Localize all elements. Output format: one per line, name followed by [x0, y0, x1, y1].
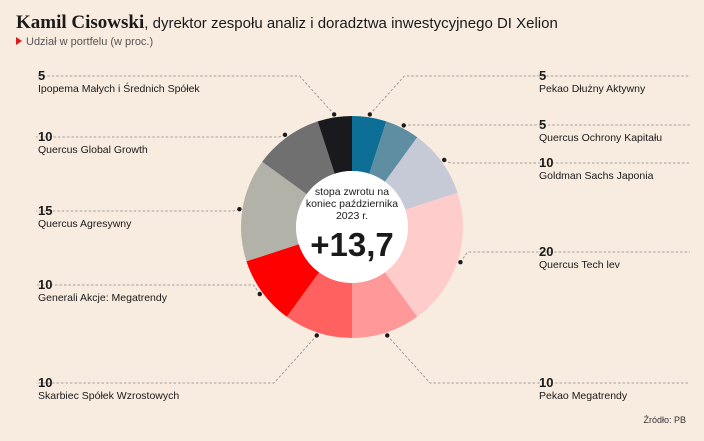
slice-name-label: Ipopema Małych i Średnich Spółek: [38, 83, 200, 95]
slice-label: 20 Quercus Tech lev: [539, 244, 620, 272]
leader-dot: [385, 333, 390, 338]
triangle-marker-icon: [16, 37, 22, 45]
donut-slice: [384, 192, 464, 317]
chart-header: Kamil Cisowski, dyrektor zespołu analiz …: [16, 12, 558, 48]
leader-dot: [367, 112, 373, 117]
slice-value-label: 10: [38, 277, 53, 292]
leader-line: [386, 335, 690, 384]
slice-label: 15 Quercus Agresywny: [38, 203, 131, 231]
donut-slice: [369, 121, 418, 182]
slice-name-label: Goldman Sachs Japonia: [539, 170, 654, 182]
slice-value-label: 15: [38, 203, 53, 218]
slice-value-label: 5: [539, 68, 547, 83]
slice-value-label: 20: [539, 244, 554, 259]
slice-name-label: Quercus Agresywny: [38, 218, 132, 230]
donut-slice: [352, 116, 387, 174]
leader-line: [444, 159, 690, 164]
donut-hole: [296, 171, 408, 283]
chart-subtitle: Udział w portfelu (w proc.): [16, 36, 558, 48]
slice-label: 10 Pekao Megatrendy: [539, 375, 627, 403]
slice-label: 10 Skarbiec Spółek Wzrostowych: [38, 375, 179, 403]
slice-name-label: Quercus Global Growth: [38, 144, 148, 156]
slice-value-label: 10: [38, 129, 53, 144]
leader-line: [36, 75, 335, 115]
slice-value-label: 10: [539, 155, 554, 170]
slice-name-label: Quercus Ochrony Kapitału: [539, 132, 663, 144]
slice-label: 10 Quercus Global Growth: [38, 129, 148, 157]
center-value: +13,7: [310, 226, 394, 263]
donut-slice: [241, 161, 307, 262]
slice-label: 10 Goldman Sachs Japonia: [539, 155, 653, 183]
donut-slice: [246, 244, 320, 317]
leader-dot: [331, 112, 337, 117]
leader-dot: [401, 123, 406, 128]
leader-line: [369, 75, 690, 115]
leader-dot: [458, 260, 463, 265]
donut-slice: [384, 137, 458, 210]
slice-label: 5 Pekao Dłużny Aktywny: [539, 68, 645, 96]
slice-name-label: Pekao Dłużny Aktywny: [539, 83, 646, 95]
slice-label: 5 Ipopema Małych i Średnich Spółek: [38, 68, 200, 96]
leader-dot: [282, 132, 288, 137]
leader-line: [36, 284, 261, 295]
leader-dot: [442, 157, 447, 163]
slice-value-label: 10: [539, 375, 554, 390]
title-description: , dyrektor zespołu analiz i doradztwa in…: [144, 15, 558, 32]
leader-line: [36, 335, 318, 384]
subtitle-text: Udział w portfelu (w proc.): [26, 36, 154, 48]
source-note: Źródło: PB: [643, 415, 686, 425]
donut-slice: [262, 121, 335, 195]
title-name: Kamil Cisowski: [16, 12, 145, 33]
slice-value-label: 10: [38, 375, 53, 390]
slice-label: 10 Generali Akcje: Megatrendy: [38, 277, 167, 305]
slice-value-label: 5: [38, 68, 46, 83]
leader-dot: [257, 291, 262, 297]
slice-label: 5 Quercus Ochrony Kapitału: [539, 117, 662, 145]
slice-value-label: 5: [539, 117, 547, 132]
leader-dot: [237, 206, 242, 212]
slice-name-label: Generali Akcje: Megatrendy: [38, 292, 167, 304]
center-caption: stopa zwrotu na koniec października 2023…: [305, 186, 399, 222]
leader-dot: [314, 333, 319, 338]
slice-name-label: Skarbiec Spółek Wzrostowych: [38, 390, 180, 402]
donut-slice: [317, 116, 352, 174]
donut-segments: [241, 116, 464, 338]
chart-title: Kamil Cisowski, dyrektor zespołu analiz …: [16, 12, 558, 33]
donut-slice: [352, 272, 418, 338]
slice-name-label: Quercus Tech lev: [539, 259, 620, 271]
donut-slice: [286, 272, 352, 338]
slice-name-label: Pekao Megatrendy: [539, 390, 628, 402]
leader-lines: [36, 75, 690, 384]
